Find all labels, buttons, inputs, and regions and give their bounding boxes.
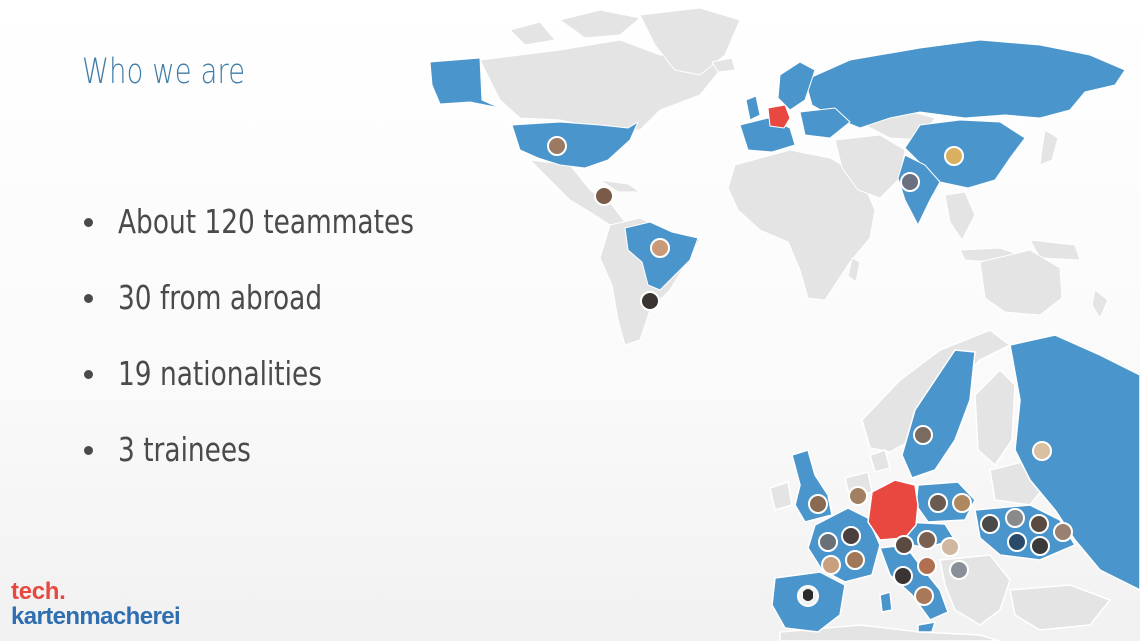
world-land	[479, 7, 1109, 346]
bullet-text: 3 trainees	[118, 430, 251, 469]
bullet-icon	[84, 370, 93, 379]
bullet-icon	[84, 294, 93, 303]
avatar	[940, 537, 960, 557]
team-avatars	[547, 136, 1073, 607]
avatar	[640, 291, 660, 311]
avatar	[980, 514, 1000, 534]
company-logo: tech. kartenmacherei	[11, 578, 181, 630]
avatar	[845, 550, 865, 570]
germany-world-shape	[767, 104, 791, 129]
avatar	[808, 494, 828, 514]
avatar	[917, 530, 937, 550]
avatar	[914, 586, 934, 606]
logo-line2: kartenmacherei	[11, 603, 181, 630]
avatar	[818, 532, 838, 552]
bullet-icon	[84, 446, 93, 455]
avatar	[841, 526, 861, 546]
avatar	[1030, 536, 1050, 556]
avatar	[944, 146, 964, 166]
russia-europe-shape	[1009, 334, 1140, 591]
bullet-text: 19 nationalities	[118, 354, 322, 393]
avatar	[900, 172, 920, 192]
scandinavia-shape	[777, 61, 816, 111]
usa-shape	[511, 120, 640, 169]
page-title: Who we are	[82, 52, 246, 92]
avatar	[928, 493, 948, 513]
bullet-icon	[84, 218, 93, 227]
avatar	[913, 425, 933, 445]
world-highlighted-countries	[429, 39, 1126, 291]
avatar-face-icon	[803, 589, 813, 601]
germany-europe-shape	[867, 479, 919, 541]
avatar	[848, 486, 868, 506]
bullet-text: 30 from abroad	[118, 278, 323, 317]
avatar	[547, 136, 567, 156]
uk-shape	[745, 95, 761, 121]
ukraine-shape	[974, 504, 1077, 561]
avatar	[1007, 532, 1027, 552]
avatar	[594, 186, 614, 206]
avatar	[1029, 514, 1049, 534]
avatar	[650, 238, 670, 258]
alaska-shape	[429, 57, 501, 109]
bullet-text: About 120 teammates	[118, 202, 414, 241]
avatar	[1005, 508, 1025, 528]
avatar	[952, 493, 972, 513]
avatar	[894, 535, 914, 555]
russia-shape	[804, 39, 1126, 129]
avatar	[893, 566, 913, 586]
china-shape	[904, 119, 1026, 189]
avatar	[821, 555, 841, 575]
avatar	[1032, 441, 1052, 461]
avatar	[917, 556, 937, 576]
avatar	[1053, 522, 1073, 542]
avatar	[949, 560, 969, 580]
logo-line1: tech.	[11, 578, 66, 605]
eastern-europe-shape	[799, 107, 851, 139]
sweden-shape	[901, 349, 976, 479]
